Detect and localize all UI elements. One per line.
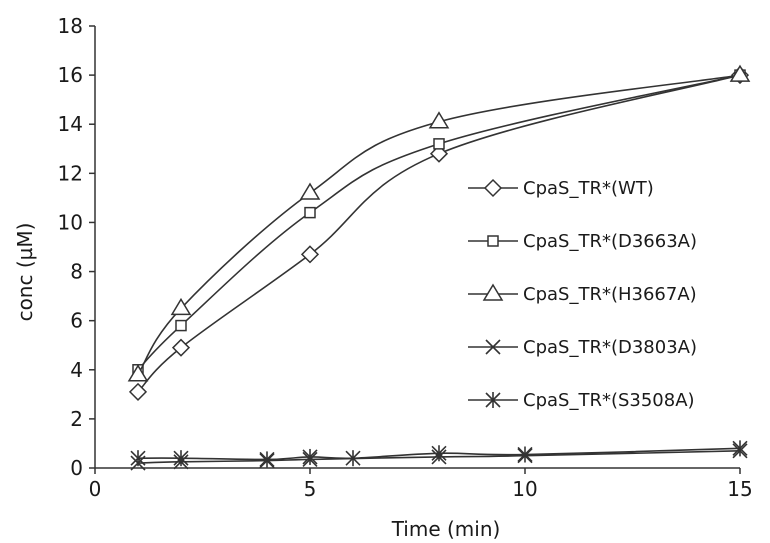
legend-item: CpaS_TR*(H3667A) (468, 283, 697, 305)
x-tick-label: 10 (512, 477, 537, 501)
data-point (429, 144, 449, 163)
legend-item: CpaS_TR*(D3663A) (468, 231, 697, 252)
legend-marker (485, 392, 501, 408)
data-point (128, 382, 148, 401)
legend-label: CpaS_TR*(WT) (523, 178, 654, 199)
data-point (729, 64, 751, 82)
legend: CpaS_TR*(WT) CpaS_TR*(D3663A) CpaS_TR*(H36… (468, 178, 697, 411)
data-point (433, 138, 445, 150)
data-point (517, 446, 533, 463)
y-axis-title: conc (µM) (13, 223, 37, 322)
legend-marker (483, 178, 503, 198)
y-tick-label: 10 (58, 210, 83, 234)
y-tick-label: 8 (70, 260, 83, 284)
data-point (173, 450, 189, 467)
series-5 (130, 440, 748, 468)
data-point (732, 440, 748, 457)
data-point (171, 338, 191, 357)
legend-label: CpaS_TR*(S3508A) (523, 390, 695, 411)
y-tick-label: 16 (58, 63, 83, 87)
data-point (304, 206, 316, 219)
x-axis-title: Time (min) (391, 517, 501, 541)
x-tick-label: 15 (727, 477, 752, 501)
legend-marker (487, 235, 499, 247)
legend-label: CpaS_TR*(D3803A) (523, 337, 697, 358)
axes: 0 2 4 6 8 10 12 14 16 18 0 5 10 15 (58, 14, 753, 501)
y-tick-label: 6 (70, 309, 83, 333)
y-tick-label: 0 (70, 456, 83, 480)
x-tick-label: 0 (89, 477, 102, 501)
data-point (345, 450, 361, 467)
legend-marker (482, 283, 504, 301)
data-point (300, 245, 320, 264)
x-tick-label: 5 (304, 477, 317, 501)
data-point (130, 450, 146, 467)
y-tick-label: 4 (70, 358, 83, 382)
y-tick-label: 12 (58, 161, 83, 185)
data-point (175, 319, 187, 332)
legend-marker (485, 339, 501, 355)
y-tick-label: 18 (58, 14, 83, 38)
data-point (299, 182, 321, 200)
data-point (259, 451, 275, 468)
legend-item: CpaS_TR*(D3803A) (468, 337, 697, 358)
legend-item: CpaS_TR*(S3508A) (468, 390, 695, 411)
data-point (170, 297, 192, 316)
legend-item: CpaS_TR*(WT) (468, 178, 654, 199)
y-tick-label: 14 (58, 112, 83, 136)
series-3 (127, 64, 751, 382)
legend-label: CpaS_TR*(H3667A) (523, 284, 697, 305)
legend-label: CpaS_TR*(D3663A) (523, 231, 697, 252)
data-point (428, 111, 450, 129)
y-tick-label: 2 (70, 407, 83, 431)
data-point (431, 445, 447, 462)
data-point (127, 364, 149, 382)
data-point (302, 448, 318, 465)
series-layer (127, 64, 751, 471)
